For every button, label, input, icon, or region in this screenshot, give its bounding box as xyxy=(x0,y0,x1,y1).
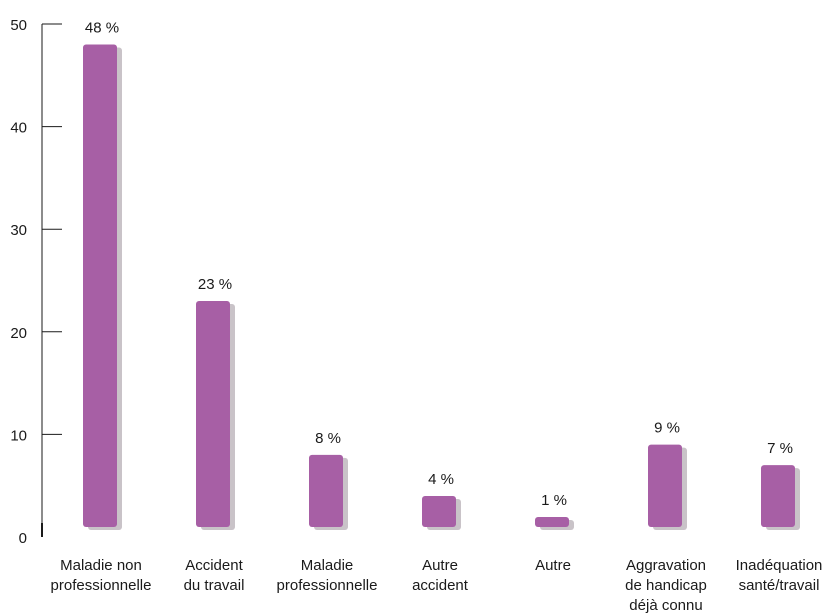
data-label: 9 % xyxy=(654,420,680,437)
category-label: Maladie non professionnelle xyxy=(51,557,152,594)
category-label: Autre accident xyxy=(412,557,469,594)
y-tick-label: 30 xyxy=(10,222,27,239)
bar xyxy=(648,444,682,527)
category-label: Maladie professionnelle xyxy=(277,557,378,594)
bar xyxy=(535,517,569,527)
y-tick-label: 10 xyxy=(10,427,27,444)
data-label: 1 % xyxy=(541,492,567,509)
bar xyxy=(196,301,230,527)
bar-shadows xyxy=(88,47,800,531)
y-tick-label: 0 xyxy=(19,530,27,547)
bars xyxy=(83,44,795,528)
category-label: Aggravation de handicap déjà connu xyxy=(625,557,707,614)
bar xyxy=(422,495,456,527)
data-label: 23 % xyxy=(198,276,232,293)
data-label: 4 % xyxy=(428,471,454,488)
data-label: 7 % xyxy=(767,440,793,457)
bar xyxy=(309,454,343,527)
bar xyxy=(83,44,117,528)
category-label: Inadéquation santé/travail xyxy=(736,557,823,594)
data-label: 8 % xyxy=(315,430,341,447)
category-labels: Maladie non professionnelle Accident du tra… xyxy=(51,557,823,614)
data-labels: 48 % 23 % 8 % 4 % 1 % 9 % 7 % xyxy=(85,20,793,509)
category-label: Autre xyxy=(535,557,571,574)
data-label: 48 % xyxy=(85,20,119,37)
bar xyxy=(761,465,795,527)
y-tick-label: 20 xyxy=(10,325,27,342)
y-tick-label: 50 xyxy=(10,17,27,34)
y-axis: 0 10 20 30 40 50 xyxy=(10,17,62,547)
y-tick-label: 40 xyxy=(10,120,27,137)
category-label: Accident du travail xyxy=(184,557,245,594)
